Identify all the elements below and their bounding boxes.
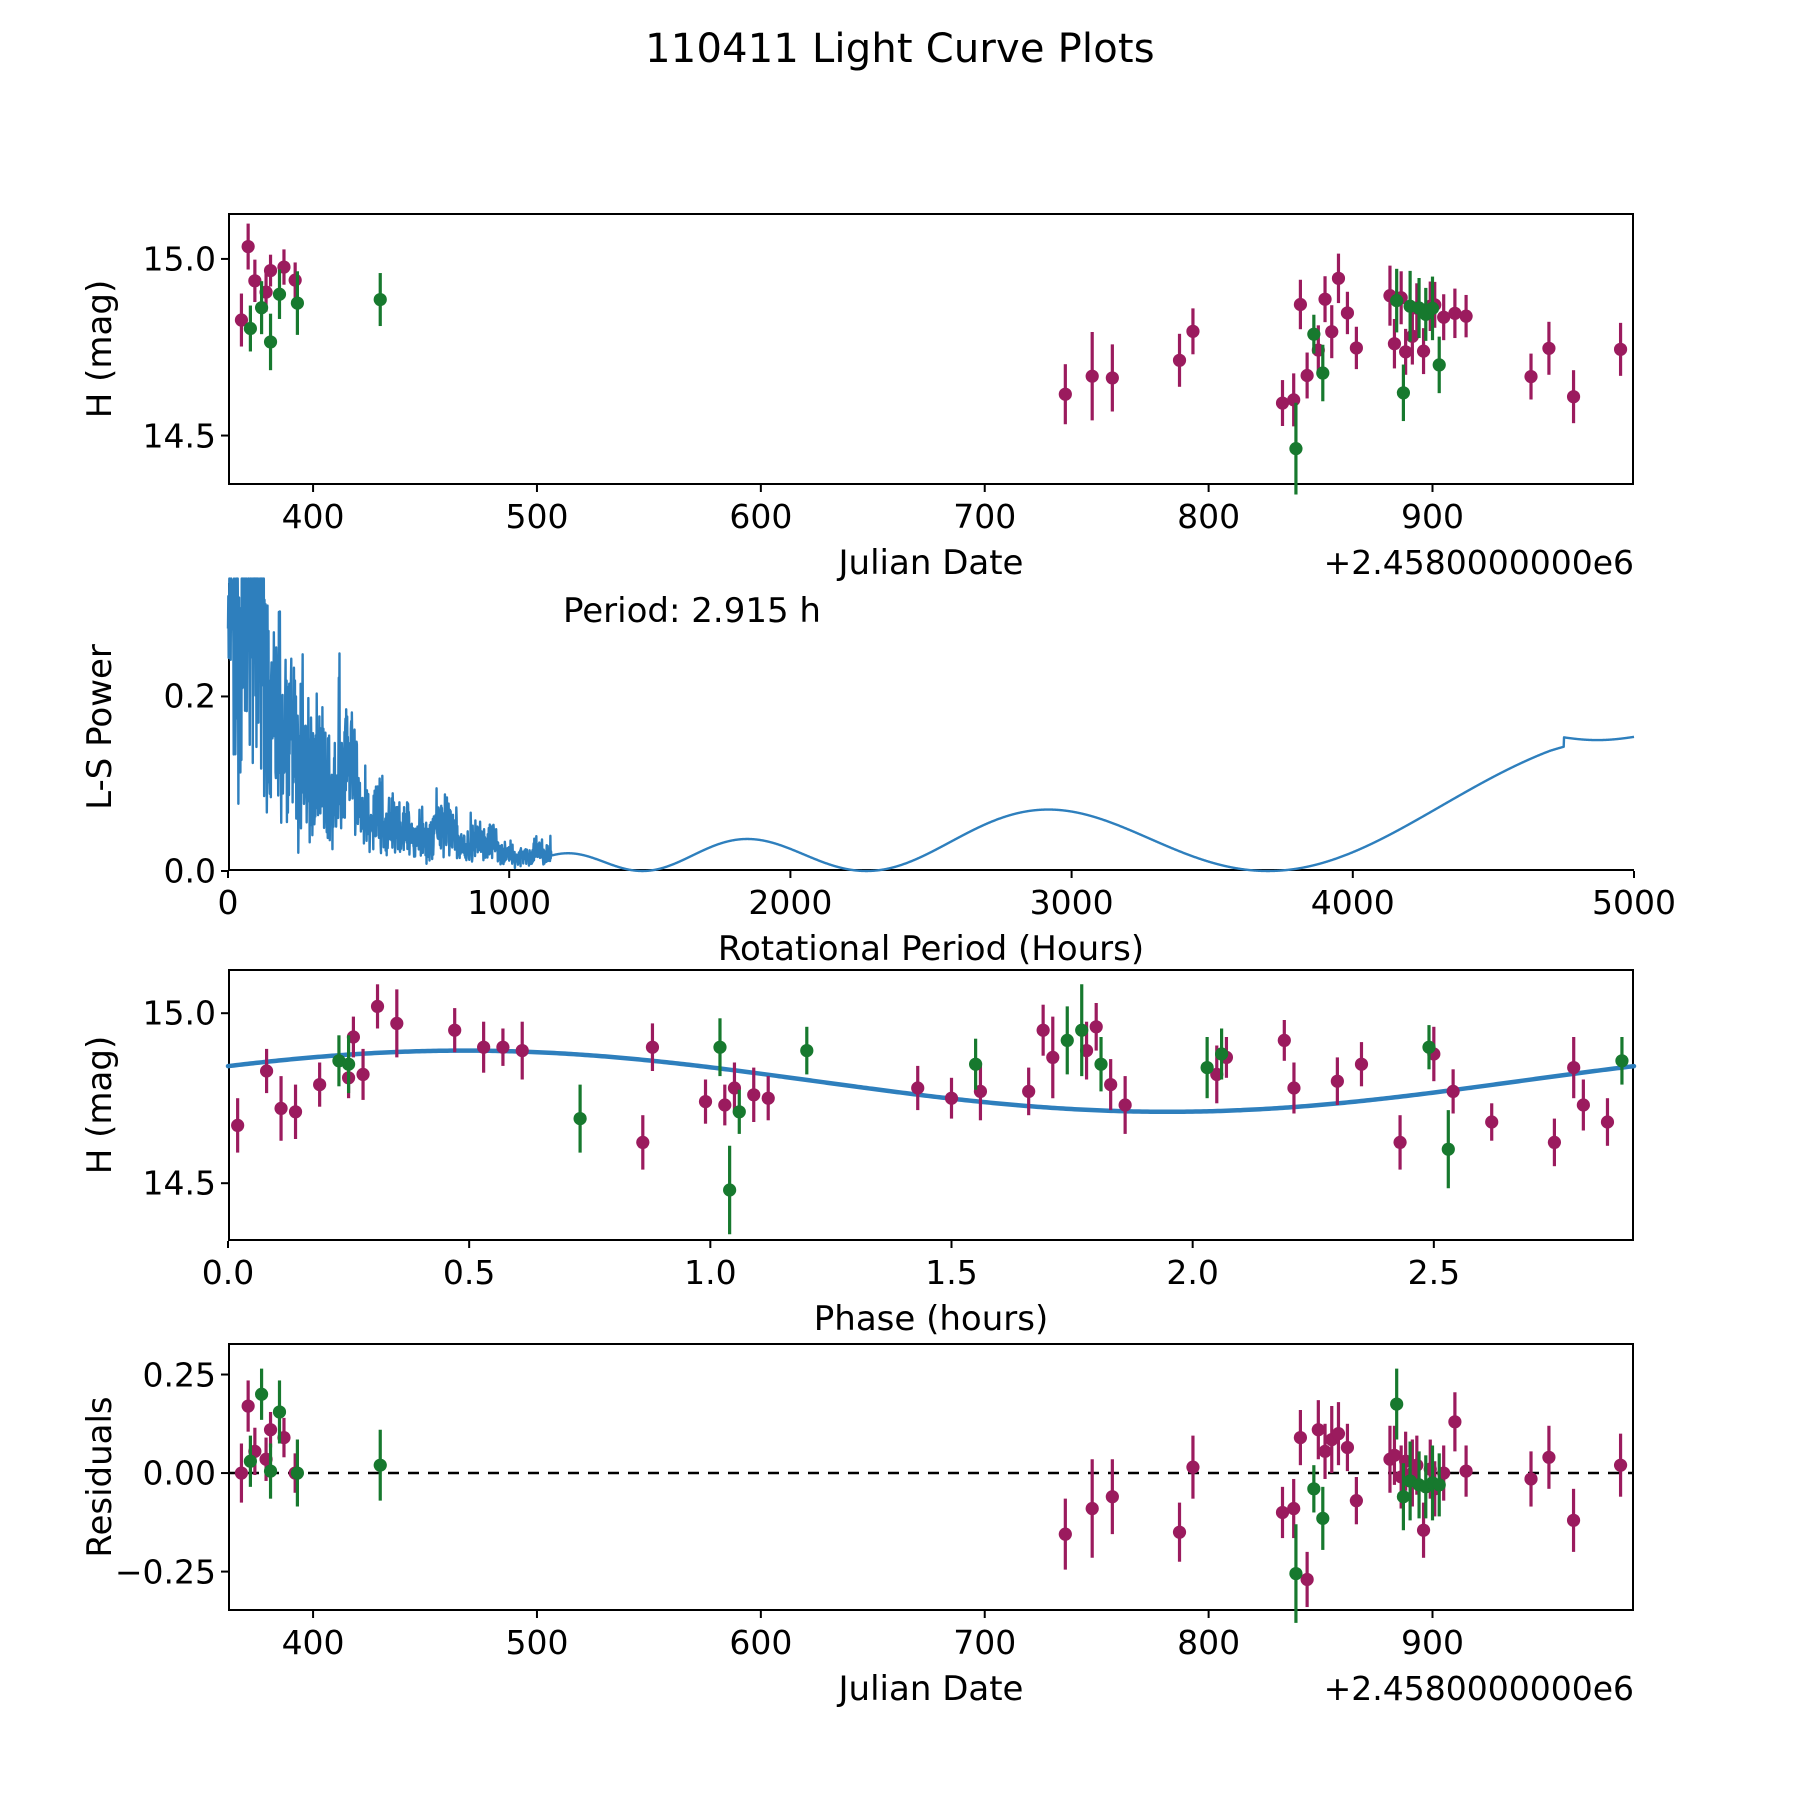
periodogram-trace xyxy=(226,577,1635,873)
panel-phase-ytick-1: 14.5 xyxy=(142,1163,216,1203)
panel-lightcurve-xtick-1: 500 xyxy=(505,497,569,536)
panel-lightcurve-ytick-1: 14.5 xyxy=(142,416,216,456)
panel-phase-xtick-1: 0.5 xyxy=(442,1253,496,1292)
panel-periodogram-ytick-1: 0.2 xyxy=(163,676,216,716)
panel-residuals-xtick-0: 400 xyxy=(281,1623,345,1662)
panel-phase-xtick-2: 1.0 xyxy=(684,1253,737,1292)
sinusoid-fit-curve xyxy=(225,1048,1637,1115)
panel-phase-frame xyxy=(228,969,1634,1241)
panel-residuals-xtick-4: 800 xyxy=(1177,1623,1241,1662)
panel-residuals-ytick-2: −0.25 xyxy=(114,1552,216,1592)
panel-periodogram-xlabel: Rotational Period (Hours) xyxy=(717,929,1145,969)
panel-residuals-plot-area xyxy=(221,1368,1634,1623)
panel-periodogram-frame xyxy=(228,583,1634,871)
panel-phase-plot-area xyxy=(221,984,1637,1248)
period-annotation: Period: 2.915 h xyxy=(562,591,821,631)
panel-phase-xtick-0: 0.0 xyxy=(201,1253,255,1292)
panel-phase-series_b xyxy=(332,984,1629,1235)
panel-phase-xlabel: Phase (hours) xyxy=(813,1299,1049,1339)
panel-lightcurve-xlabel: Julian Date xyxy=(838,543,1024,583)
panel-periodogram-xtick-4: 4000 xyxy=(1310,883,1395,922)
panel-residuals-ytick-0: 0.25 xyxy=(142,1355,216,1395)
panel-lightcurve-xtick-3: 700 xyxy=(953,497,1017,536)
panel-residuals-xtick-3: 700 xyxy=(953,1623,1017,1662)
panel-phase-series_a xyxy=(231,984,1615,1170)
panel-periodogram-xtick-0: 0 xyxy=(217,883,239,922)
panel-residuals-xtick-1: 500 xyxy=(505,1623,569,1662)
panel-lightcurve-x-offset-text: +2.4580000000e6 xyxy=(1323,543,1634,582)
panel-periodogram-xtick-5: 5000 xyxy=(1592,883,1676,922)
panel-lightcurve-xtick-0: 400 xyxy=(281,497,345,536)
panel-lightcurve-xtick-4: 800 xyxy=(1177,497,1241,536)
panel-residuals-xtick-5: 900 xyxy=(1401,1623,1464,1662)
panel-periodogram-xtick-2: 2000 xyxy=(748,883,833,922)
panel-lightcurve-ytick-0: 15.0 xyxy=(142,239,216,279)
panel-residuals-ylabel: Residuals xyxy=(80,1396,120,1558)
panel-periodogram-xtick-3: 3000 xyxy=(1029,883,1114,922)
panel-periodogram-ytick-0: 0.0 xyxy=(163,851,216,891)
panel-phase-xtick-4: 2.0 xyxy=(1166,1253,1219,1292)
panel-phase-xtick-5: 2.5 xyxy=(1407,1253,1461,1292)
panel-lightcurve-xtick-5: 900 xyxy=(1401,497,1464,536)
panel-periodogram-plot-area xyxy=(221,577,1635,878)
panel-residuals-x-offset-text: +2.4580000000e6 xyxy=(1323,1669,1634,1708)
panel-phase-ytick-0: 15.0 xyxy=(142,993,216,1033)
panel-lightcurve-xtick-2: 600 xyxy=(729,497,793,536)
panel-residuals-ytick-1: 0.00 xyxy=(142,1453,216,1493)
panel-lightcurve-frame xyxy=(228,213,1634,485)
panel-phase-xtick-3: 1.5 xyxy=(925,1253,978,1292)
figure-title: 110411 Light Curve Plots xyxy=(645,26,1155,72)
panel-residuals-series_b xyxy=(243,1368,1446,1623)
panel-lightcurve-series_b xyxy=(243,268,1446,495)
panel-residuals-xlabel: Julian Date xyxy=(838,1669,1024,1709)
panel-lightcurve-plot-area xyxy=(221,223,1628,495)
panel-periodogram-xtick-1: 1000 xyxy=(467,883,552,922)
panel-residuals-xtick-2: 600 xyxy=(729,1623,793,1662)
